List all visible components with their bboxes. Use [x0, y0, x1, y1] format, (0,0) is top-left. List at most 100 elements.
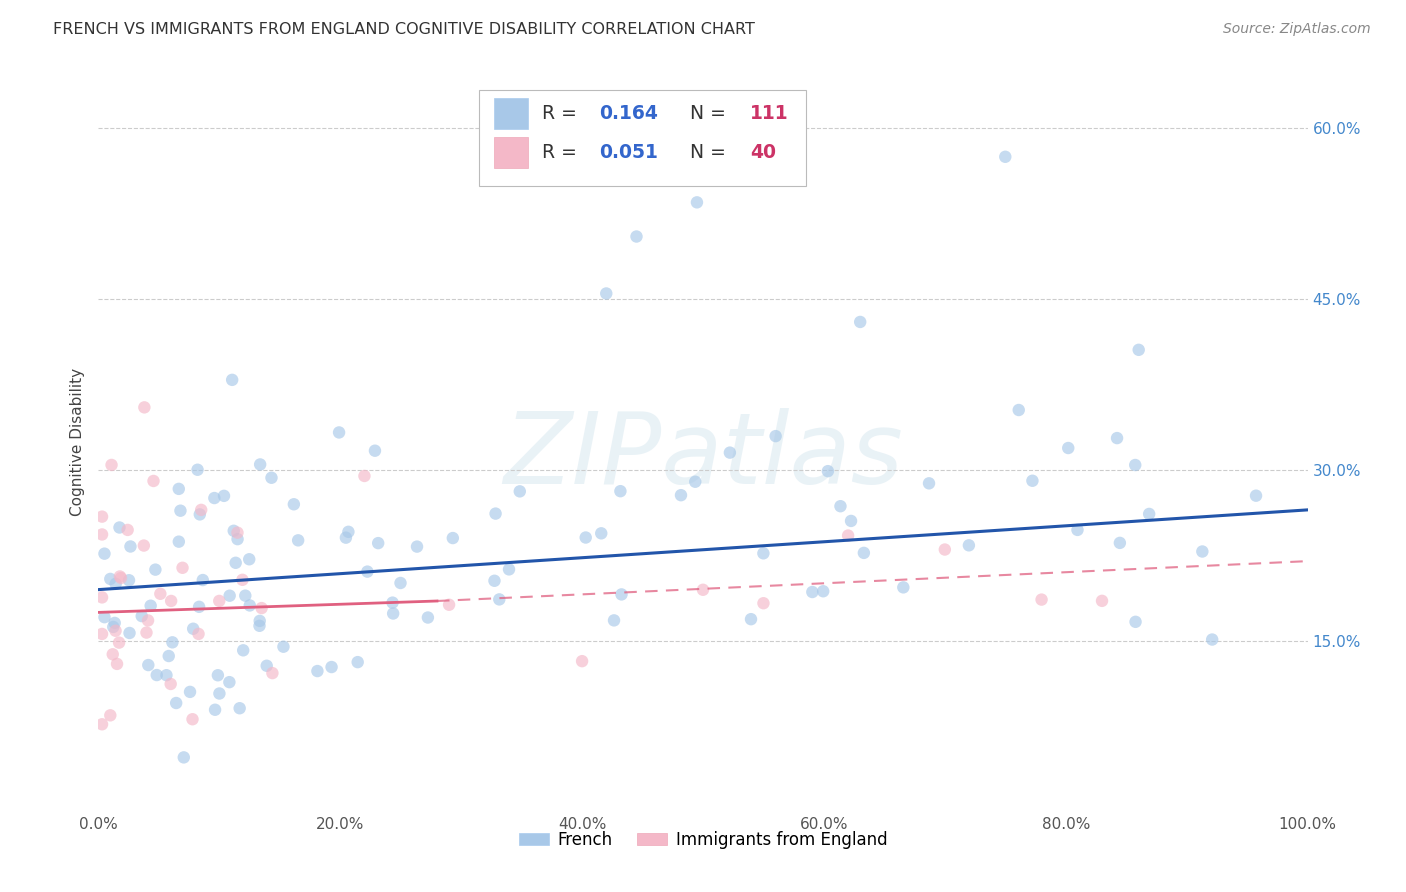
Point — [208, 686, 231, 700]
Point — [249, 619, 271, 633]
Point — [337, 524, 360, 539]
Point — [142, 474, 165, 488]
Point — [260, 471, 283, 485]
Point — [367, 536, 389, 550]
Bar — [494, 137, 527, 169]
Legend: French, Immigrants from England: French, Immigrants from England — [512, 824, 894, 855]
Point — [105, 657, 128, 671]
Point — [98, 708, 121, 723]
Point — [918, 476, 941, 491]
Point — [891, 580, 914, 594]
Point — [1201, 632, 1223, 647]
Point — [149, 587, 172, 601]
Point — [110, 571, 132, 585]
Point — [118, 626, 141, 640]
Point — [145, 563, 167, 577]
Point — [231, 573, 253, 587]
Point — [167, 534, 190, 549]
Point — [250, 601, 273, 615]
Point — [157, 648, 180, 663]
Point — [406, 540, 429, 554]
Point — [221, 373, 243, 387]
Point — [103, 620, 125, 634]
Text: 111: 111 — [751, 104, 789, 123]
Point — [98, 572, 121, 586]
Point — [233, 589, 256, 603]
Point — [159, 677, 181, 691]
Point — [93, 547, 115, 561]
Point — [238, 552, 260, 566]
Point — [484, 574, 506, 588]
Point — [191, 573, 214, 587]
Point — [131, 609, 153, 624]
Point — [1066, 523, 1088, 537]
Point — [120, 540, 142, 554]
Point — [765, 429, 787, 443]
Point — [207, 668, 229, 682]
Point — [139, 599, 162, 613]
Point — [817, 464, 839, 478]
Point — [188, 599, 211, 614]
Point — [718, 445, 741, 459]
Point — [488, 592, 510, 607]
Point — [364, 443, 387, 458]
Point — [160, 594, 183, 608]
Point — [202, 491, 225, 505]
Point — [222, 524, 245, 538]
Point — [104, 624, 127, 638]
Point — [91, 509, 114, 524]
Point — [155, 668, 177, 682]
Point — [134, 401, 156, 415]
Point — [165, 696, 187, 710]
Point — [1057, 441, 1080, 455]
Point — [849, 315, 872, 329]
Point — [169, 504, 191, 518]
Point — [692, 582, 714, 597]
Point — [441, 531, 464, 545]
Point — [218, 675, 240, 690]
Point — [1105, 431, 1128, 445]
Point — [994, 150, 1017, 164]
Point — [416, 610, 439, 624]
Point — [626, 229, 648, 244]
Text: R =: R = — [543, 144, 583, 162]
Text: N =: N = — [678, 144, 731, 162]
Point — [108, 635, 131, 649]
Point — [686, 195, 709, 210]
Point — [91, 717, 114, 731]
Text: FRENCH VS IMMIGRANTS FROM ENGLAND COGNITIVE DISABILITY CORRELATION CHART: FRENCH VS IMMIGRANTS FROM ENGLAND COGNIT… — [53, 22, 755, 37]
Point — [228, 701, 250, 715]
Point — [212, 489, 235, 503]
Point — [91, 591, 114, 605]
Point — [389, 576, 412, 591]
Point — [91, 627, 114, 641]
Point — [669, 488, 692, 502]
Point — [249, 458, 271, 472]
Point — [484, 507, 506, 521]
Point — [1128, 343, 1150, 357]
Point — [609, 484, 631, 499]
Point — [132, 539, 155, 553]
Point — [575, 531, 598, 545]
Point — [1031, 592, 1053, 607]
Point — [187, 463, 209, 477]
Point — [498, 562, 520, 576]
Point — [283, 497, 305, 511]
Point — [801, 585, 824, 599]
Point — [595, 286, 617, 301]
Point — [752, 596, 775, 610]
Point — [273, 640, 295, 654]
Point — [1244, 489, 1267, 503]
Point — [328, 425, 350, 440]
Point — [218, 589, 240, 603]
Point — [509, 484, 531, 499]
Text: 0.051: 0.051 — [599, 144, 658, 162]
Point — [93, 610, 115, 624]
Point — [1191, 544, 1213, 558]
Point — [249, 614, 271, 628]
Bar — [479, 90, 806, 186]
Point — [136, 658, 159, 673]
Text: 0.164: 0.164 — [599, 104, 658, 123]
Point — [179, 685, 201, 699]
Point — [135, 625, 157, 640]
